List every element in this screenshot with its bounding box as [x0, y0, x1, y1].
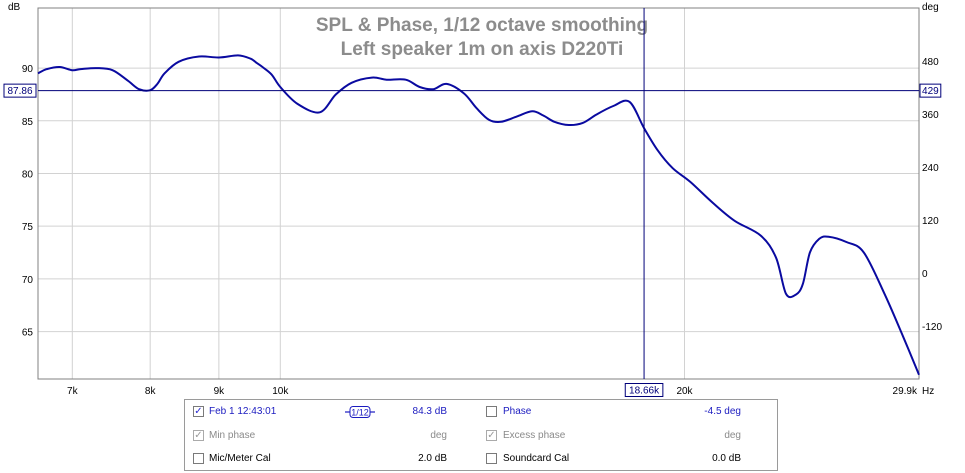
x-tick-label: 20k [676, 386, 693, 397]
checkbox-phase[interactable] [486, 406, 497, 417]
plot-frame [37, 7, 920, 380]
smoothing-icon[interactable]: 1/12 [345, 405, 375, 419]
smoothing-label: 1/12 [351, 408, 369, 418]
x-tick-label: 9k [214, 386, 226, 397]
legend-min-phase-value: deg [430, 430, 447, 441]
x-tick-label: 8k [145, 386, 157, 397]
checkbox-measurement[interactable]: ✓ [193, 406, 204, 417]
checkbox-mic-cal[interactable] [193, 453, 204, 464]
y-tick-label-right: 0 [922, 269, 928, 280]
legend-min-phase-label: Min phase [209, 430, 256, 441]
y-tick-label-right: 360 [922, 110, 939, 121]
legend-excess-phase-value: deg [724, 430, 741, 441]
y-tick-label-right: 480 [922, 57, 939, 68]
legend-mic-cal-label: Mic/Meter Cal [209, 453, 271, 464]
plot-area [38, 8, 919, 379]
x-tick-label: 7k [67, 386, 79, 397]
y-tick-label-left: 70 [22, 275, 34, 286]
y-tick-label-right: 240 [922, 163, 939, 174]
legend-soundcard-cal-label: Soundcard Cal [503, 453, 570, 464]
legend-excess-phase-label: Excess phase [503, 430, 566, 441]
y-tick-label-left: 90 [22, 64, 34, 75]
checkbox-excess-phase[interactable]: ✓ [486, 430, 497, 441]
cursor-x-label: 18.66k [629, 386, 660, 397]
x-tick-label: 29.9k [893, 386, 918, 397]
y-axis-label-right: deg [922, 2, 939, 13]
y-tick-label-left: 75 [22, 222, 34, 233]
legend-phase-label: Phase [503, 406, 532, 417]
legend-measurement-label: Feb 1 12:43:01 [209, 406, 277, 417]
legend-mic-cal-value: 2.0 dB [418, 453, 447, 464]
spl-chart[interactable]: SPL & Phase, 1/12 octave smoothing Left s… [0, 0, 965, 398]
cursor-y-label-box [3, 83, 37, 98]
chart-subtitle: Left speaker 1m on axis D220Ti [341, 39, 624, 60]
x-axis-label: Hz [922, 386, 934, 397]
legend-measurement-value: 84.3 dB [412, 406, 447, 417]
chart-title: SPL & Phase, 1/12 octave smoothing [316, 15, 648, 36]
legend-panel: ✓ Feb 1 12:43:01 1/12 84.3 dB Phase -4.5… [184, 399, 778, 471]
cursor-x-label-box [624, 383, 664, 397]
cursor-y-label: 87.86 [7, 86, 32, 97]
y-axis-label-left: dB [8, 2, 21, 13]
legend-soundcard-cal-value: 0.0 dB [712, 453, 741, 464]
legend-phase-value: -4.5 deg [704, 406, 741, 417]
checkbox-soundcard-cal[interactable] [486, 453, 497, 464]
y-tick-label-left: 80 [22, 169, 34, 180]
y-tick-label-left: 65 [22, 328, 34, 339]
cursor-phase-label-box [919, 83, 942, 98]
y-tick-label-right: -120 [922, 322, 942, 333]
checkbox-min-phase[interactable]: ✓ [193, 430, 204, 441]
y-tick-label-left: 85 [22, 117, 34, 128]
cursor-phase-label: 429 [922, 86, 939, 97]
spl-series-line [37, 54, 920, 376]
x-tick-label: 10k [272, 386, 289, 397]
y-tick-label-right: 120 [922, 216, 939, 227]
